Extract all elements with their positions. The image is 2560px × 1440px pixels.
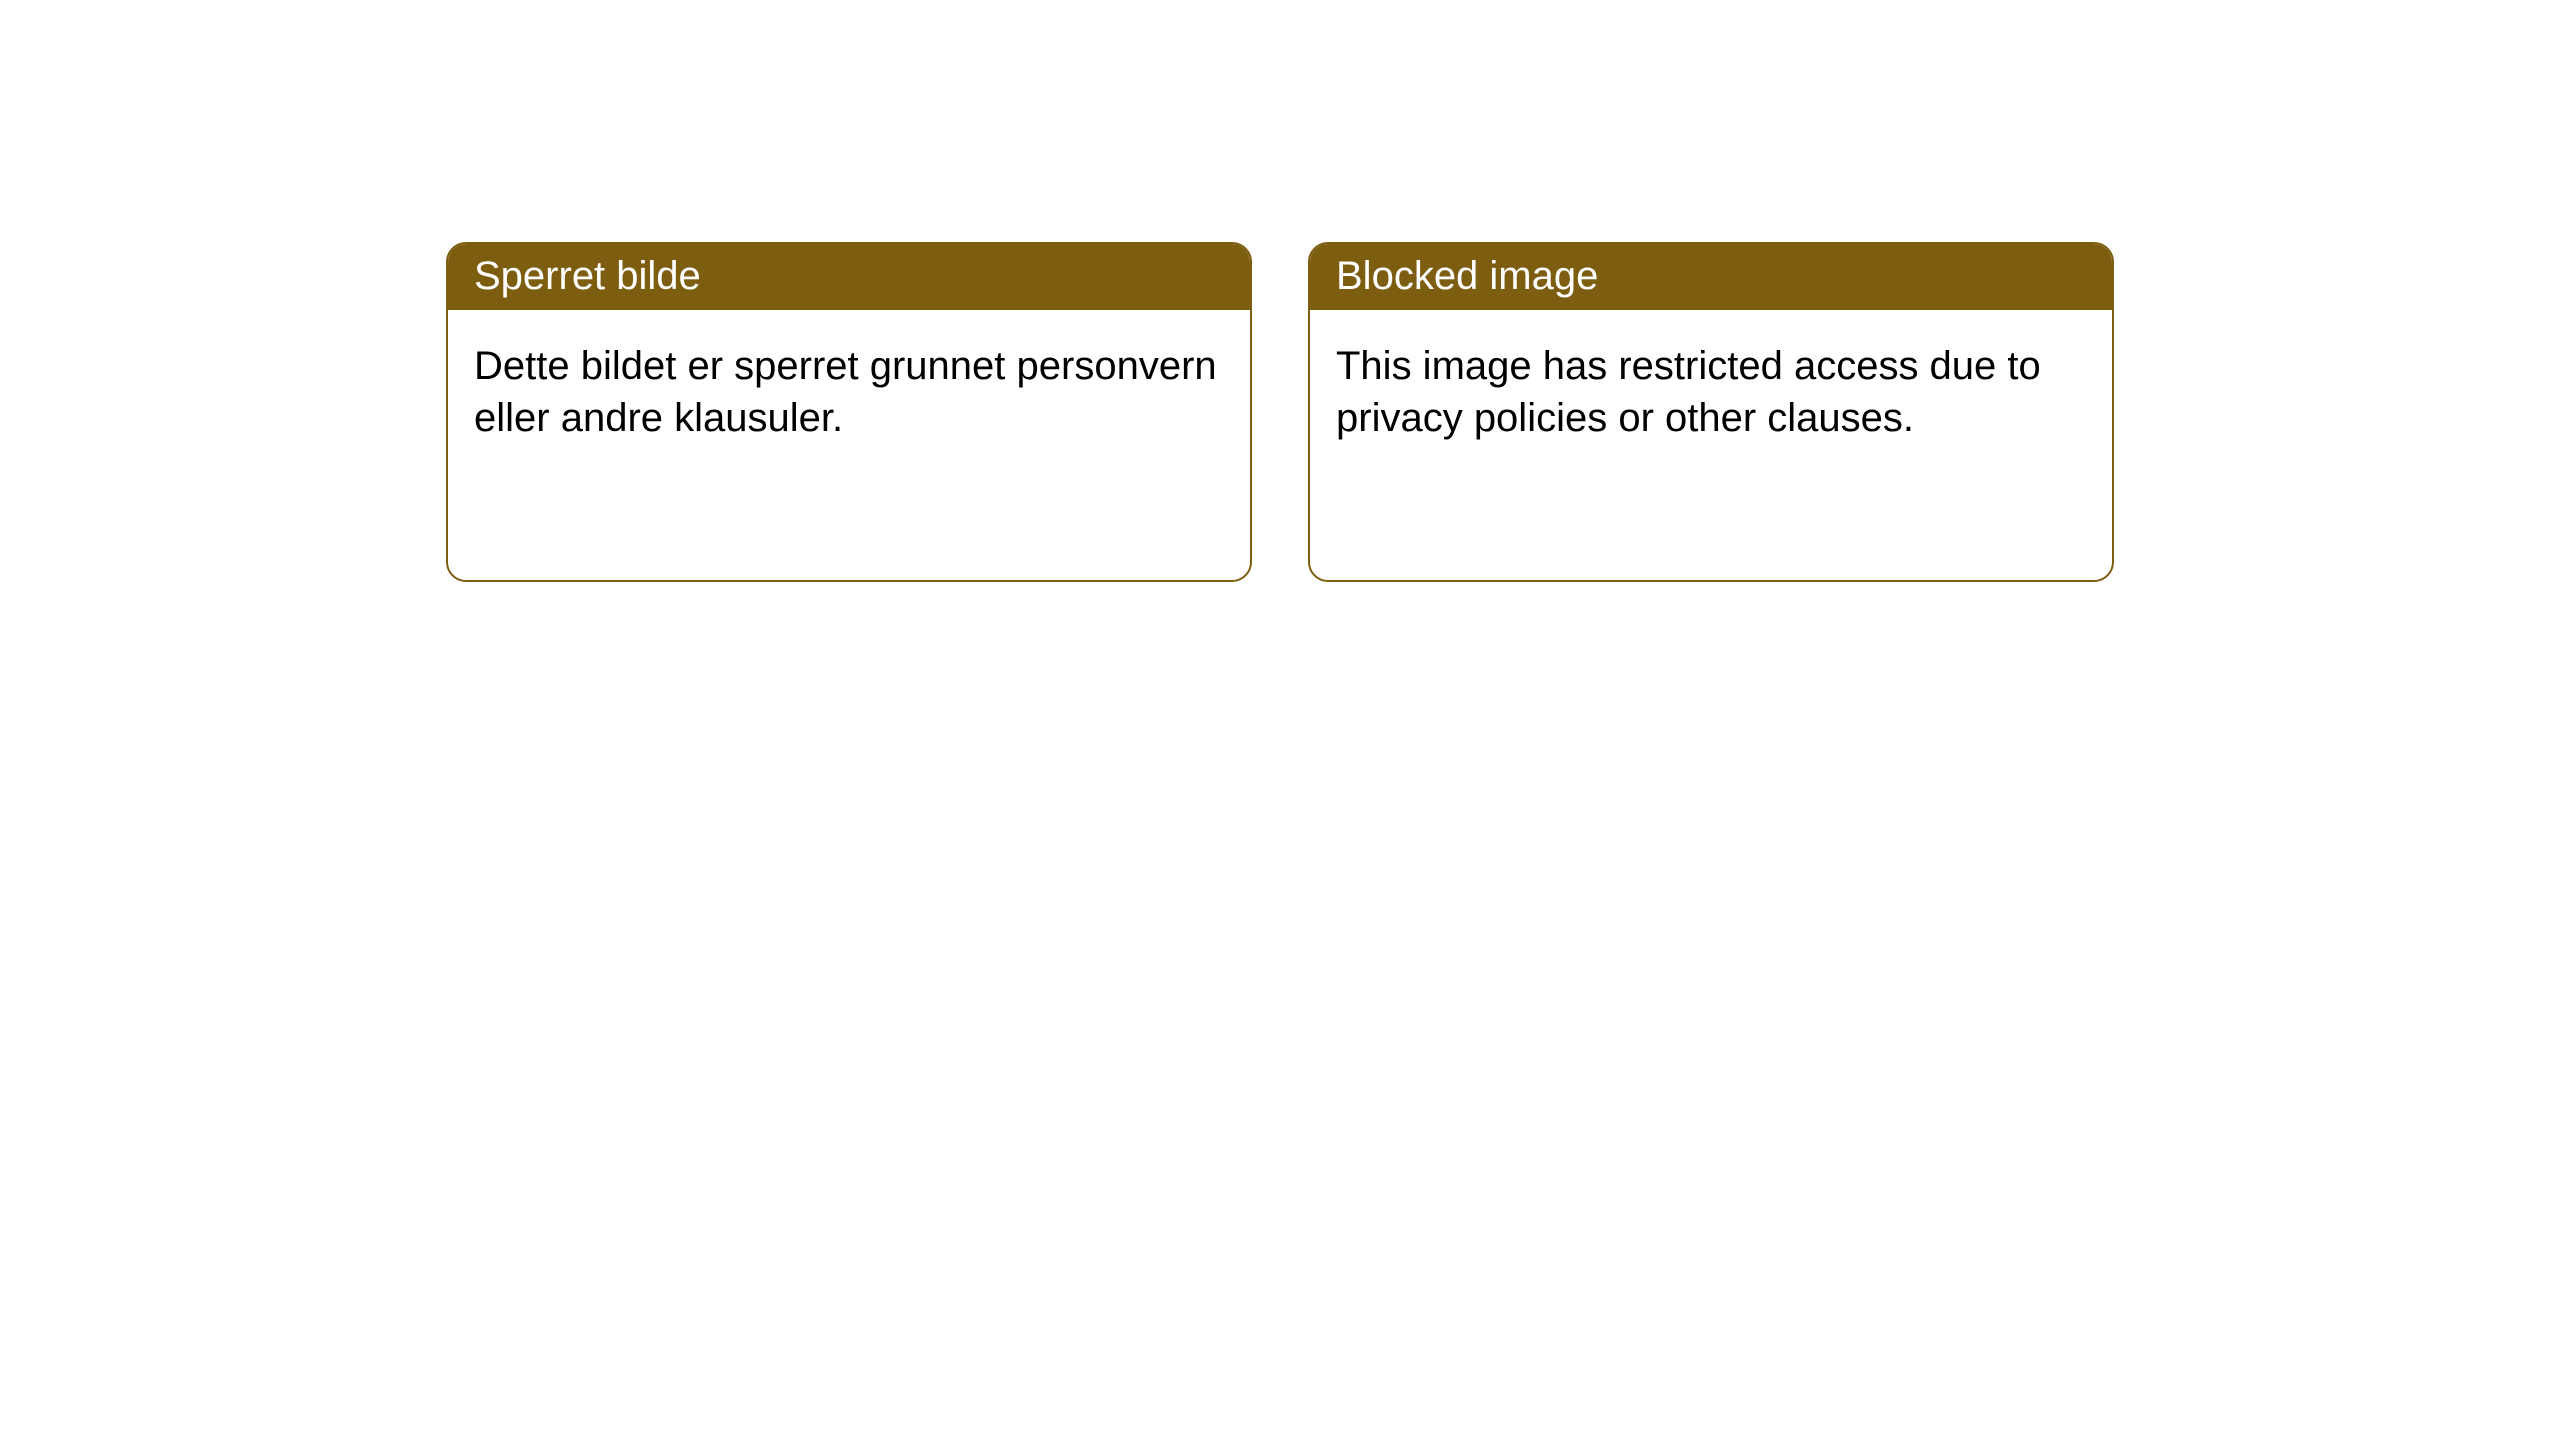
notice-card-norwegian: Sperret bilde Dette bildet er sperret gr… <box>446 242 1252 582</box>
notice-cards-container: Sperret bilde Dette bildet er sperret gr… <box>446 242 2114 582</box>
card-title: Sperret bilde <box>474 254 701 298</box>
card-body: Dette bildet er sperret grunnet personve… <box>448 310 1250 580</box>
card-header: Blocked image <box>1310 244 2112 310</box>
card-title: Blocked image <box>1336 254 1598 298</box>
card-header: Sperret bilde <box>448 244 1250 310</box>
notice-card-english: Blocked image This image has restricted … <box>1308 242 2114 582</box>
card-body: This image has restricted access due to … <box>1310 310 2112 580</box>
card-body-text: Dette bildet er sperret grunnet personve… <box>474 344 1217 440</box>
card-body-text: This image has restricted access due to … <box>1336 344 2041 440</box>
